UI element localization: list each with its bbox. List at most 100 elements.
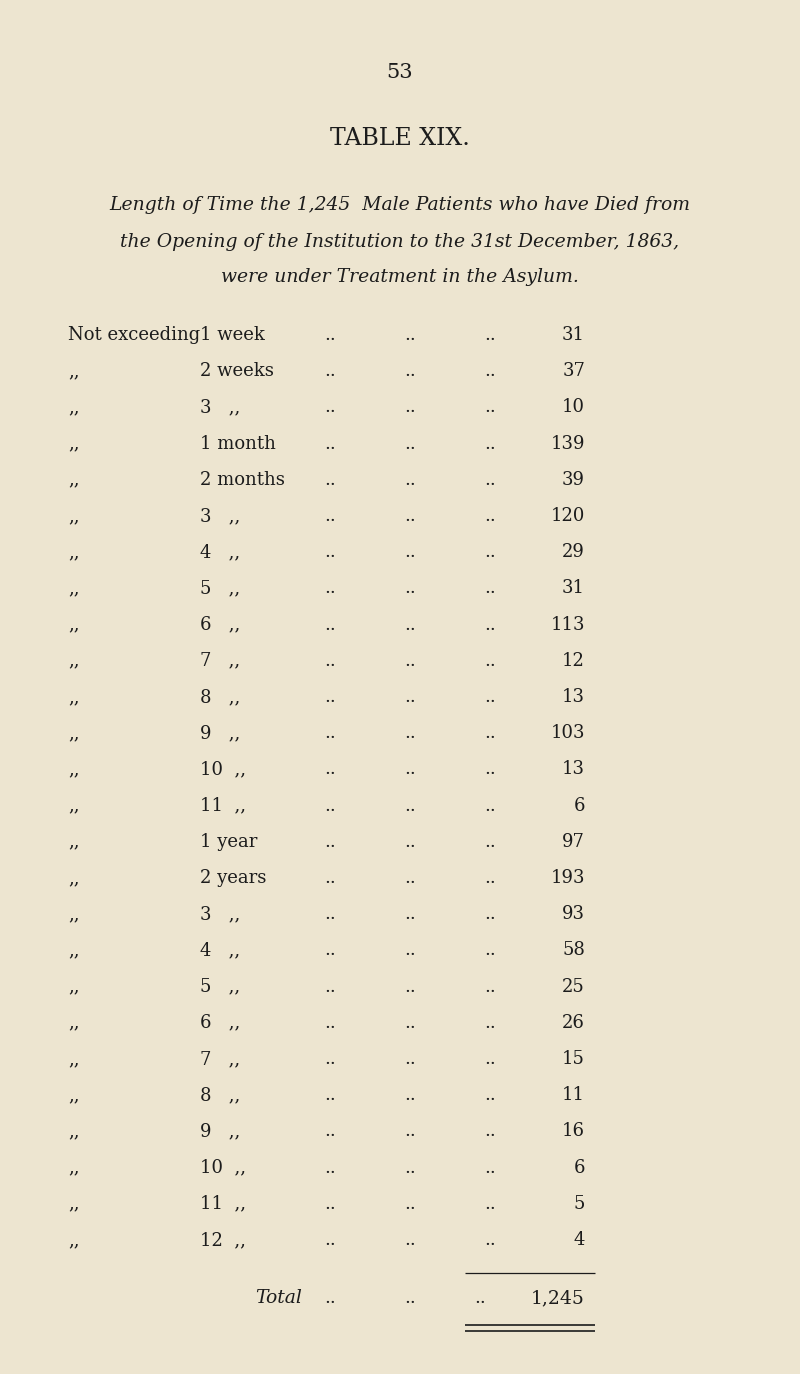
- Text: ,,: ,,: [68, 1195, 79, 1213]
- Text: ..: ..: [324, 1158, 336, 1176]
- Text: ..: ..: [484, 363, 496, 381]
- Text: ..: ..: [484, 1014, 496, 1032]
- Text: ..: ..: [484, 688, 496, 706]
- Text: ..: ..: [484, 977, 496, 996]
- Text: ..: ..: [324, 363, 336, 381]
- Text: 11  ,,: 11 ,,: [200, 1195, 246, 1213]
- Text: ..: ..: [404, 543, 416, 561]
- Text: ..: ..: [324, 1087, 336, 1105]
- Text: ..: ..: [324, 1289, 336, 1307]
- Text: ,,: ,,: [68, 1123, 79, 1140]
- Text: 120: 120: [550, 507, 585, 525]
- Text: Length of Time the 1,245  Male Patients who have Died from: Length of Time the 1,245 Male Patients w…: [110, 196, 690, 214]
- Text: ..: ..: [484, 941, 496, 959]
- Text: 31: 31: [562, 326, 585, 344]
- Text: ..: ..: [404, 1289, 416, 1307]
- Text: ..: ..: [324, 941, 336, 959]
- Text: ,,: ,,: [68, 1158, 79, 1176]
- Text: Not exceeding: Not exceeding: [68, 326, 200, 344]
- Text: 6: 6: [574, 797, 585, 815]
- Text: 12  ,,: 12 ,,: [200, 1231, 246, 1249]
- Text: ..: ..: [404, 507, 416, 525]
- Text: 11: 11: [562, 1087, 585, 1105]
- Text: 2 weeks: 2 weeks: [200, 363, 274, 381]
- Text: ..: ..: [404, 1158, 416, 1176]
- Text: 16: 16: [562, 1123, 585, 1140]
- Text: ..: ..: [324, 1123, 336, 1140]
- Text: ..: ..: [404, 688, 416, 706]
- Text: 1 month: 1 month: [200, 434, 276, 452]
- Text: ,,: ,,: [68, 363, 79, 381]
- Text: ,,: ,,: [68, 868, 79, 888]
- Text: ..: ..: [324, 905, 336, 923]
- Text: 25: 25: [562, 977, 585, 996]
- Text: ,,: ,,: [68, 616, 79, 633]
- Text: 103: 103: [550, 724, 585, 742]
- Text: ..: ..: [484, 1231, 496, 1249]
- Text: ..: ..: [484, 507, 496, 525]
- Text: ..: ..: [484, 1123, 496, 1140]
- Text: 5   ,,: 5 ,,: [200, 580, 240, 598]
- Text: 10: 10: [562, 398, 585, 416]
- Text: 6: 6: [574, 1158, 585, 1176]
- Text: 8   ,,: 8 ,,: [200, 688, 240, 706]
- Text: ,,: ,,: [68, 543, 79, 561]
- Text: ..: ..: [404, 1087, 416, 1105]
- Text: ..: ..: [324, 1195, 336, 1213]
- Text: 10  ,,: 10 ,,: [200, 760, 246, 779]
- Text: 9   ,,: 9 ,,: [200, 724, 240, 742]
- Text: ..: ..: [404, 905, 416, 923]
- Text: ..: ..: [484, 905, 496, 923]
- Text: ..: ..: [324, 1231, 336, 1249]
- Text: ..: ..: [484, 724, 496, 742]
- Text: 1 year: 1 year: [200, 833, 258, 851]
- Text: 2 months: 2 months: [200, 471, 285, 489]
- Text: ..: ..: [404, 471, 416, 489]
- Text: the Opening of the Institution to the 31st December, 1863,: the Opening of the Institution to the 31…: [121, 234, 679, 251]
- Text: 13: 13: [562, 760, 585, 779]
- Text: ,,: ,,: [68, 398, 79, 416]
- Text: ..: ..: [324, 1014, 336, 1032]
- Text: Total: Total: [255, 1289, 302, 1307]
- Text: ..: ..: [484, 1087, 496, 1105]
- Text: ..: ..: [324, 651, 336, 669]
- Text: 15: 15: [562, 1050, 585, 1068]
- Text: ..: ..: [404, 797, 416, 815]
- Text: ..: ..: [404, 833, 416, 851]
- Text: ..: ..: [484, 580, 496, 598]
- Text: ..: ..: [404, 1231, 416, 1249]
- Text: 10  ,,: 10 ,,: [200, 1158, 246, 1176]
- Text: ,,: ,,: [68, 1050, 79, 1068]
- Text: ..: ..: [484, 398, 496, 416]
- Text: ,,: ,,: [68, 977, 79, 996]
- Text: ,,: ,,: [68, 760, 79, 779]
- Text: 7   ,,: 7 ,,: [200, 651, 240, 669]
- Text: 5: 5: [574, 1195, 585, 1213]
- Text: 5   ,,: 5 ,,: [200, 977, 240, 996]
- Text: ..: ..: [324, 760, 336, 779]
- Text: ..: ..: [324, 797, 336, 815]
- Text: ,,: ,,: [68, 724, 79, 742]
- Text: TABLE XIX.: TABLE XIX.: [330, 126, 470, 150]
- Text: 1,245: 1,245: [531, 1289, 585, 1307]
- Text: 3   ,,: 3 ,,: [200, 398, 240, 416]
- Text: ..: ..: [404, 868, 416, 888]
- Text: ,,: ,,: [68, 434, 79, 452]
- Text: 37: 37: [562, 363, 585, 381]
- Text: ..: ..: [324, 688, 336, 706]
- Text: ,,: ,,: [68, 471, 79, 489]
- Text: ..: ..: [474, 1289, 486, 1307]
- Text: ,,: ,,: [68, 651, 79, 669]
- Text: ,,: ,,: [68, 1231, 79, 1249]
- Text: ..: ..: [404, 1050, 416, 1068]
- Text: ..: ..: [324, 616, 336, 633]
- Text: 29: 29: [562, 543, 585, 561]
- Text: 4   ,,: 4 ,,: [200, 543, 240, 561]
- Text: 2 years: 2 years: [200, 868, 266, 888]
- Text: ..: ..: [324, 580, 336, 598]
- Text: 31: 31: [562, 580, 585, 598]
- Text: ..: ..: [484, 326, 496, 344]
- Text: ..: ..: [484, 651, 496, 669]
- Text: ..: ..: [404, 434, 416, 452]
- Text: 3   ,,: 3 ,,: [200, 507, 240, 525]
